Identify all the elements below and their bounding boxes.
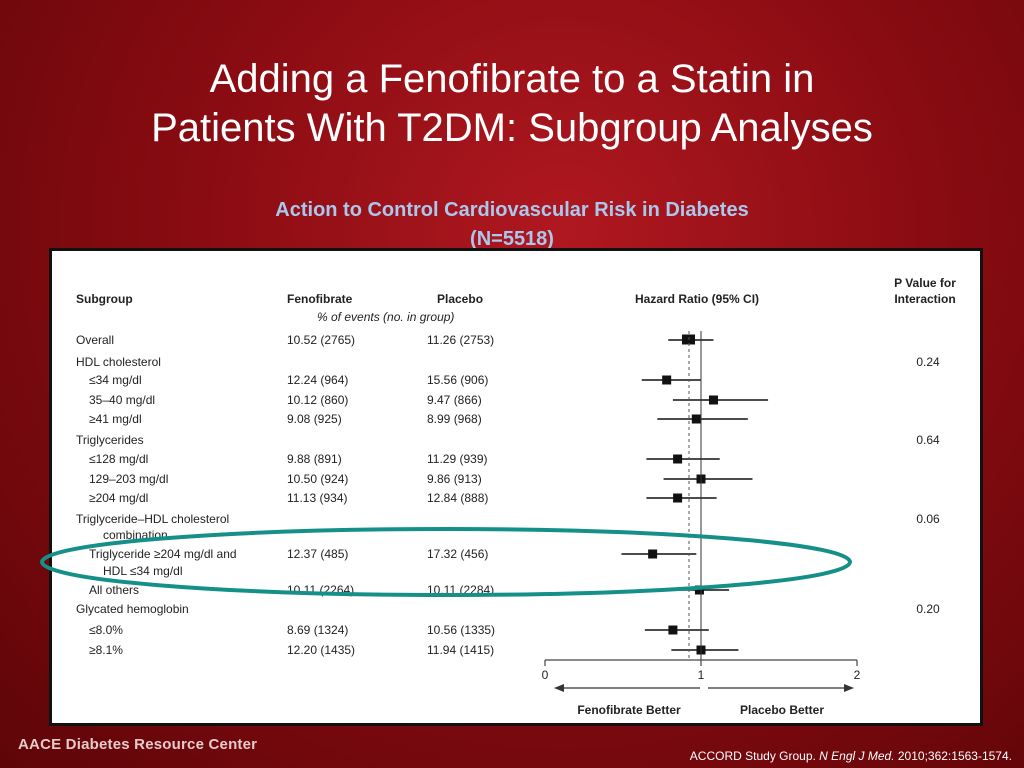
title-line-1: Adding a Fenofibrate to a Statin in — [209, 57, 815, 101]
placebo-value: 17.32 (456) — [427, 547, 488, 561]
row-label: All others — [89, 583, 139, 597]
row-label: ≤128 mg/dl — [89, 452, 148, 466]
title-line-2: Patients With T2DM: Subgroup Analyses — [151, 106, 873, 150]
x-tick-label: 0 — [542, 668, 549, 682]
header-pvalue-line-1: P Value for — [894, 276, 956, 290]
citation-suffix: 2010;362:1563-1574. — [894, 749, 1012, 763]
x-axis-ticks: 0 1 2 — [542, 660, 861, 682]
table-rows: Overall 10.52 (2765) 11.26 (2753) HDL chole… — [76, 333, 940, 657]
footer-brand: AACE Diabetes Resource Center — [18, 736, 258, 753]
row-label: HDL ≤34 mg/dl — [103, 564, 183, 578]
fenofibrate-value: 10.52 (2765) — [287, 333, 355, 347]
hr-point — [662, 375, 672, 385]
placebo-value: 10.56 (1335) — [427, 623, 495, 637]
hr-point — [673, 493, 683, 503]
p-value: 0.24 — [916, 355, 940, 369]
header-hazard-ratio: Hazard Ratio (95% CI) — [635, 292, 759, 306]
row-label: Triglyceride–HDL cholesterol — [76, 512, 229, 526]
fenofibrate-value: 8.69 (1324) — [287, 623, 348, 637]
row-label: ≤34 mg/dl — [89, 373, 142, 387]
slide-title: Adding a Fenofibrate to a Statin in Pati… — [0, 55, 1024, 153]
table-row: Triglyceride ≥204 mg/dl and 12.37 (485) 17… — [89, 547, 488, 561]
row-label: HDL cholesterol — [76, 355, 161, 369]
fenofibrate-value: 10.50 (924) — [287, 472, 348, 486]
fenofibrate-value: 12.24 (964) — [287, 373, 348, 387]
table-row: Glycated hemoglobin 0.20 — [76, 602, 940, 616]
table-row: ≥41 mg/dl 9.08 (925) 8.99 (968) — [89, 412, 482, 426]
fenofibrate-value: 9.88 (891) — [287, 452, 342, 466]
fenofibrate-value: 12.20 (1435) — [287, 643, 355, 657]
arrow-right-head — [844, 684, 854, 692]
fenofibrate-value: 10.11 (2264) — [287, 583, 354, 597]
table-row: Overall 10.52 (2765) 11.26 (2753) — [76, 333, 494, 347]
hr-point — [708, 395, 718, 405]
forest-plot-svg: Subgroup Fenofibrate Placebo % of events… — [76, 276, 956, 717]
x-tick-label: 2 — [854, 668, 861, 682]
placebo-value: 11.94 (1415) — [427, 643, 494, 657]
hr-point — [673, 454, 683, 464]
row-label: Overall — [76, 333, 114, 347]
hr-point — [694, 585, 704, 595]
table-row: 129–203 mg/dl 10.50 (924) 9.86 (913) — [89, 472, 482, 486]
forest-marks — [621, 331, 769, 660]
table-row: combination — [103, 528, 168, 542]
hr-point — [691, 414, 701, 424]
label-placebo-better: Placebo Better — [740, 703, 824, 717]
header-placebo: Placebo — [437, 292, 483, 306]
subtitle-line-1: Action to Control Cardiovascular Risk in… — [275, 199, 749, 221]
slide-subtitle: Action to Control Cardiovascular Risk in… — [0, 196, 1024, 254]
placebo-value: 15.56 (906) — [427, 373, 488, 387]
table-row: ≤34 mg/dl 12.24 (964) 15.56 (906) — [89, 373, 488, 387]
citation-prefix: ACCORD Study Group. — [689, 749, 820, 763]
row-label: ≥8.1% — [89, 643, 123, 657]
row-label: 129–203 mg/dl — [89, 472, 168, 486]
forest-plot-panel: Subgroup Fenofibrate Placebo % of events… — [49, 248, 983, 726]
placebo-value: 11.29 (939) — [427, 452, 488, 466]
header-fenofibrate: Fenofibrate — [287, 292, 353, 306]
table-row: HDL ≤34 mg/dl — [103, 564, 183, 578]
hr-point — [668, 625, 678, 635]
citation-journal: N Engl J Med. — [819, 749, 895, 763]
row-label: 35–40 mg/dl — [89, 393, 155, 407]
fenofibrate-value: 11.13 (934) — [287, 491, 348, 505]
direction-arrows — [554, 684, 854, 692]
p-value: 0.20 — [916, 602, 940, 616]
citation: ACCORD Study Group. N Engl J Med. 2010;3… — [690, 749, 1012, 763]
hr-point — [648, 549, 658, 559]
row-label: Triglycerides — [76, 433, 144, 447]
row-label: combination — [103, 528, 168, 542]
fenofibrate-value: 10.12 (860) — [287, 393, 348, 407]
label-fenofibrate-better: Fenofibrate Better — [577, 703, 681, 717]
table-row: 35–40 mg/dl 10.12 (860) 9.47 (866) — [89, 393, 482, 407]
p-value: 0.64 — [916, 433, 940, 447]
table-row: ≥204 mg/dl 11.13 (934) 12.84 (888) — [89, 491, 488, 505]
row-label: Glycated hemoglobin — [76, 602, 189, 616]
placebo-value: 11.26 (2753) — [427, 333, 494, 347]
subtitle-line-2: (N=5518) — [470, 228, 554, 250]
header-pvalue-line-2: Interaction — [894, 292, 955, 306]
table-row: HDL cholesterol 0.24 — [76, 355, 940, 369]
row-label: ≥41 mg/dl — [89, 412, 142, 426]
placebo-value: 9.47 (866) — [427, 393, 482, 407]
table-row: Triglyceride–HDL cholesterol 0.06 — [76, 512, 940, 526]
p-value: 0.06 — [916, 512, 940, 526]
table-row: ≤8.0% 8.69 (1324) 10.56 (1335) — [89, 623, 495, 637]
header-events-note: % of events (no. in group) — [317, 310, 454, 324]
header-subgroup: Subgroup — [76, 292, 133, 306]
table-row: Triglycerides 0.64 — [76, 433, 940, 447]
arrow-left-head — [554, 684, 564, 692]
row-label: ≤8.0% — [89, 623, 123, 637]
placebo-value: 8.99 (968) — [427, 412, 482, 426]
row-label: Triglyceride ≥204 mg/dl and — [89, 547, 237, 561]
x-tick-label: 1 — [698, 668, 705, 682]
placebo-value: 10.11 (2284) — [427, 583, 494, 597]
fenofibrate-value: 12.37 (485) — [287, 547, 348, 561]
table-row: ≥8.1% 12.20 (1435) 11.94 (1415) — [89, 643, 494, 657]
placebo-value: 12.84 (888) — [427, 491, 488, 505]
fenofibrate-value: 9.08 (925) — [287, 412, 342, 426]
table-row: ≤128 mg/dl 9.88 (891) 11.29 (939) — [89, 452, 488, 466]
table-row: All others 10.11 (2264) 10.11 (2284) — [89, 583, 494, 597]
row-label: ≥204 mg/dl — [89, 491, 148, 505]
placebo-value: 9.86 (913) — [427, 472, 482, 486]
